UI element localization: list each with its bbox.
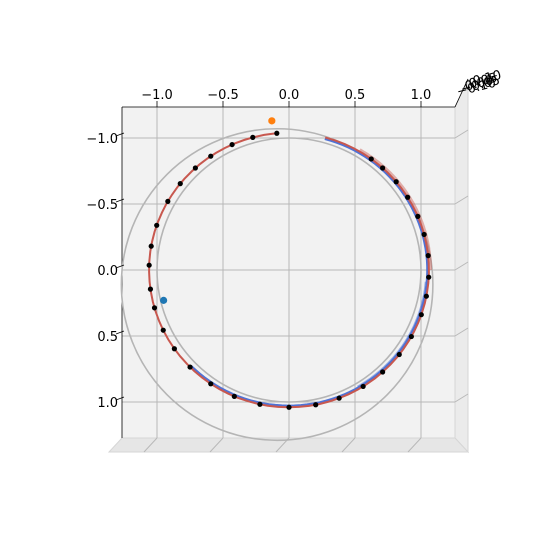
trajectory-point-34 [368, 156, 374, 162]
trajectory-point-30 [415, 213, 421, 219]
z-tick-label-3: 0.05 [467, 71, 499, 93]
trajectory-point-8 [148, 243, 154, 249]
z-tick-label-2: 0.00 [463, 73, 495, 95]
y-tick-mark-1 [115, 198, 125, 203]
trajectory-point-5 [177, 181, 183, 187]
trajectory-red-shadow [359, 148, 432, 270]
trajectory-point-11 [151, 305, 158, 311]
trajectory-point-13 [171, 346, 177, 352]
trajectory-point-2 [229, 141, 235, 148]
end-marker [160, 296, 168, 304]
side-grid-line-4 [454, 393, 469, 403]
endpoint-markers [160, 117, 276, 304]
trajectory-point-28 [425, 253, 431, 259]
trajectory-point-20 [336, 395, 342, 401]
trajectory-point-3 [208, 153, 214, 159]
trajectory-point-31 [405, 194, 411, 200]
start-marker [268, 117, 276, 125]
z-axis-line [454, 78, 469, 108]
y-tick-mark-4 [115, 396, 125, 401]
x-tick-label-4: 1.0 [411, 88, 432, 103]
side-grid-line-2 [454, 261, 469, 271]
y-tick-mark-0 [115, 132, 125, 137]
floor-grid-line-1 [209, 437, 224, 453]
trajectory-point-14 [187, 364, 193, 370]
y-tick-label-4: 1.0 [97, 396, 118, 411]
trajectory-point-23 [396, 351, 402, 358]
y-tick-label-1: −0.5 [86, 198, 118, 213]
trajectory-point-29 [421, 231, 427, 238]
trajectory-point-4 [192, 165, 198, 171]
x-tick-label-3: 0.5 [345, 88, 366, 103]
side-grid-line-3 [454, 327, 469, 337]
trajectory-red [148, 132, 430, 409]
trajectory-point-7 [154, 222, 160, 228]
floor-grid-line-4 [407, 437, 422, 453]
side-grid-line-1 [454, 195, 469, 205]
y-tick-labels: −1.0 −0.5 0.0 0.5 1.0 [86, 132, 125, 411]
trajectory-point-27 [426, 274, 432, 280]
y-tick-mark-2 [115, 264, 125, 269]
trajectory-point-22 [380, 369, 386, 375]
reference-circle-0 [156, 137, 422, 403]
reference-circle-1 [120, 127, 434, 442]
y-tick-mark-3 [115, 330, 125, 335]
x-tick-label-2: 0.0 [279, 88, 300, 103]
trajectory-point-17 [257, 401, 263, 407]
trajectory-point-6 [165, 198, 171, 204]
floor-grid-line-0 [143, 437, 158, 453]
trajectory-point-16 [231, 393, 237, 399]
x-tick-label-0: −1.0 [141, 88, 173, 103]
trajectory-point-18 [286, 404, 292, 410]
trajectory-point-15 [208, 381, 214, 387]
pane-floor [107, 437, 470, 453]
trajectory-point-33 [380, 165, 386, 171]
side-grid-line-0 [454, 129, 469, 139]
trajectory-point-24 [408, 333, 414, 340]
reference-circles [120, 127, 434, 442]
trajectory-blue-shadow [357, 281, 427, 388]
trajectory-point-25 [418, 312, 424, 318]
trajectory-point-0 [274, 130, 280, 136]
trajectory-point-21 [360, 383, 366, 390]
floor-grid-line-3 [341, 437, 356, 453]
x-tick-label-1: −0.5 [207, 88, 239, 103]
z-tick-labels: −0.10−0.050.000.050.10 [455, 68, 503, 100]
trajectory-point-9 [146, 262, 152, 268]
y-tick-label-0: −1.0 [86, 132, 118, 147]
trajectory-point-12 [160, 327, 166, 333]
trajectory-point-1 [250, 134, 256, 140]
trajectory-points [146, 130, 432, 410]
trajectory-point-10 [147, 286, 154, 292]
z-tick-label-4: 0.10 [471, 68, 503, 90]
trajectory-point-32 [393, 179, 399, 185]
x-tick-labels: −1.0 −0.5 0.0 0.5 1.0 [141, 88, 431, 107]
y-tick-label-2: 0.0 [97, 264, 118, 279]
y-tick-label-3: 0.5 [97, 330, 118, 345]
trajectory-point-19 [313, 402, 319, 408]
trajectory-point-26 [423, 293, 429, 299]
